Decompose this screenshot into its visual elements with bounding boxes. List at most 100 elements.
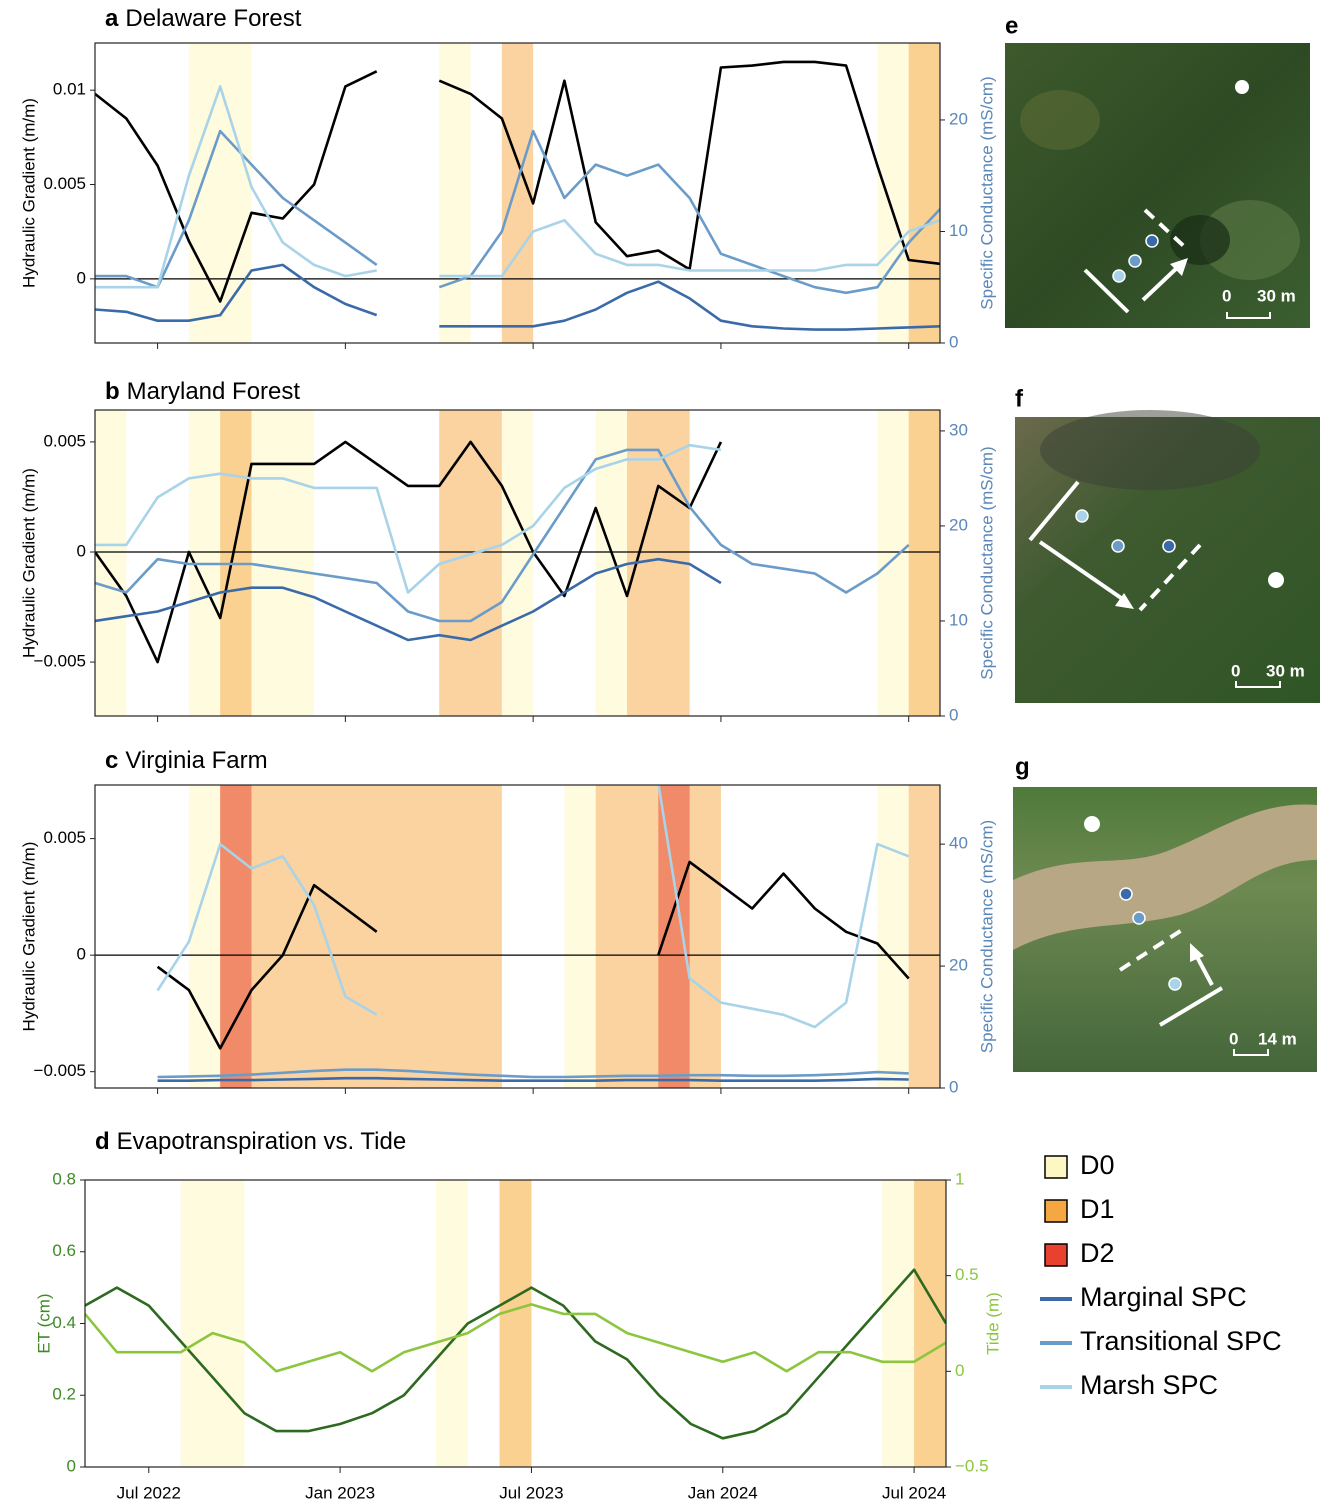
plot-frame — [94, 42, 941, 344]
y-tick-label: −0.005 — [34, 1061, 86, 1080]
panel-letter: f — [1015, 385, 1024, 412]
legend-label: Marsh SPC — [1080, 1370, 1218, 1400]
panel-title-text: Maryland Forest — [127, 378, 301, 405]
panel-title: b Maryland Forest — [105, 378, 300, 405]
panel: 0 0.2 0.4 0.6 0.8 −0.5 0 0.5 1 Jul 2022 Jan 2023 Ju… — [34, 1128, 1002, 1502]
series-line — [95, 557, 722, 642]
scale-start: 0 — [1231, 661, 1240, 680]
drought-band — [908, 785, 940, 1088]
arrow-head — [1170, 258, 1188, 276]
y2-axis-label: Tide (m) — [983, 1292, 1002, 1355]
y-tick-label: −0.005 — [34, 652, 86, 671]
well-marsh — [1168, 977, 1182, 991]
drought-band — [435, 1180, 468, 1467]
y-tick-label: 0 — [77, 268, 86, 287]
drought-band — [908, 43, 940, 343]
transect-line — [1118, 926, 1187, 972]
well-marsh — [1112, 269, 1126, 283]
x-tick-label: Jul 2022 — [117, 1483, 181, 1502]
y2-tick-label: 40 — [949, 834, 968, 853]
y-tick-label: 0 — [77, 945, 86, 964]
y-tick-label: 0.01 — [53, 80, 86, 99]
transect-line — [1143, 208, 1190, 252]
transect-line — [1158, 986, 1224, 1027]
flow-arrow — [1141, 263, 1182, 302]
scale-label: 30 m — [1266, 661, 1305, 680]
plot-frame — [94, 784, 941, 1089]
y2-axis-label: Specific Conductance (mS/cm) — [977, 446, 996, 679]
y-axis-label: Hydraulic Gradient (m/m) — [19, 98, 38, 288]
drought-band — [499, 1180, 532, 1467]
panel: 0 0.005 0.01 0 10 20 a Delaware Forest Hydraulic… — [19, 5, 996, 351]
transect-line — [1083, 268, 1130, 314]
scale-bar — [1235, 681, 1281, 688]
drought-band — [220, 785, 252, 1088]
series-line — [95, 263, 940, 331]
series-line — [95, 443, 722, 594]
panel-title: a Delaware Forest — [105, 5, 302, 32]
drought-band — [564, 785, 596, 1088]
panel-letter: c — [105, 747, 118, 774]
y2-tick-label: 0.5 — [955, 1265, 979, 1284]
well-transitional — [1132, 911, 1146, 925]
arrow-head — [1190, 943, 1204, 962]
legend-swatch — [1044, 1243, 1068, 1267]
series-line — [95, 85, 940, 289]
scale-bar — [1226, 312, 1271, 319]
y2-tick-label: 20 — [949, 515, 968, 534]
y2-tick-label: 0 — [955, 1361, 964, 1380]
series-line — [157, 1076, 909, 1082]
y2-tick-label: 0 — [949, 332, 958, 351]
panel-title-text: Evapotranspiration vs. Tide — [117, 1128, 407, 1155]
panel: −0.005 0 0.005 0 10 20 30 b Maryland Forest Hydra… — [19, 378, 996, 724]
drought-band — [658, 785, 690, 1088]
series-line — [95, 129, 940, 295]
flow-arrow — [1194, 954, 1214, 986]
x-tick-label: Jul 2023 — [499, 1483, 563, 1502]
legend-swatch — [1044, 1155, 1068, 1179]
well-marginal — [1162, 539, 1176, 553]
series-line — [156, 785, 910, 1029]
panel-title-text: Virginia Farm — [125, 747, 267, 774]
canopy-patch — [1200, 200, 1300, 280]
transect-line — [1138, 543, 1202, 612]
scale-start: 0 — [1222, 286, 1231, 305]
arrow-head — [1115, 593, 1134, 609]
drought-band — [220, 785, 502, 1088]
well-marginal — [1119, 887, 1133, 901]
panel-letter: d — [95, 1128, 110, 1155]
mudflat — [1013, 804, 1317, 950]
y-tick-label: 0.2 — [52, 1385, 76, 1404]
legend-label: Transitional SPC — [1080, 1326, 1282, 1356]
y2-axis-label: Specific Conductance (mS/cm) — [977, 76, 996, 309]
y2-tick-label: −0.5 — [955, 1456, 989, 1475]
panel-title: d Evapotranspiration vs. Tide — [95, 1128, 406, 1155]
drought-band — [95, 410, 127, 716]
y-tick-label: 0.005 — [43, 431, 86, 450]
flow-arrow — [1038, 540, 1126, 602]
y2-tick-label: 10 — [949, 610, 968, 629]
legend-label: D1 — [1080, 1194, 1115, 1224]
panel-letter: g — [1015, 753, 1030, 780]
y-axis-label: Hydraulic Gradient (m/m) — [19, 842, 38, 1032]
well-marginal — [1145, 234, 1159, 248]
series-line — [85, 1303, 946, 1373]
site-marker — [1268, 572, 1284, 588]
well-transitional — [1111, 539, 1125, 553]
drought-band — [188, 785, 221, 1088]
y2-tick-label: 0 — [949, 705, 958, 724]
transect-line — [1028, 480, 1080, 542]
y-tick-label: 0.8 — [52, 1169, 76, 1188]
marsh-patch — [1040, 410, 1260, 490]
legend-swatch — [1044, 1199, 1068, 1223]
y-axis-label: ET (cm) — [34, 1293, 53, 1353]
x-tick-label: Jan 2023 — [305, 1483, 375, 1502]
drought-band — [439, 410, 502, 716]
x-tick-label: Jul 2024 — [882, 1483, 946, 1502]
scale-label: 14 m — [1258, 1029, 1297, 1048]
panel-letter: e — [1005, 12, 1018, 39]
series-line — [85, 1268, 946, 1440]
map-panel-f: f 0 30 m — [1015, 385, 1320, 703]
legend: D0 D1 D2 Marginal SPC Transitional SPC Marsh … — [1040, 1150, 1282, 1400]
